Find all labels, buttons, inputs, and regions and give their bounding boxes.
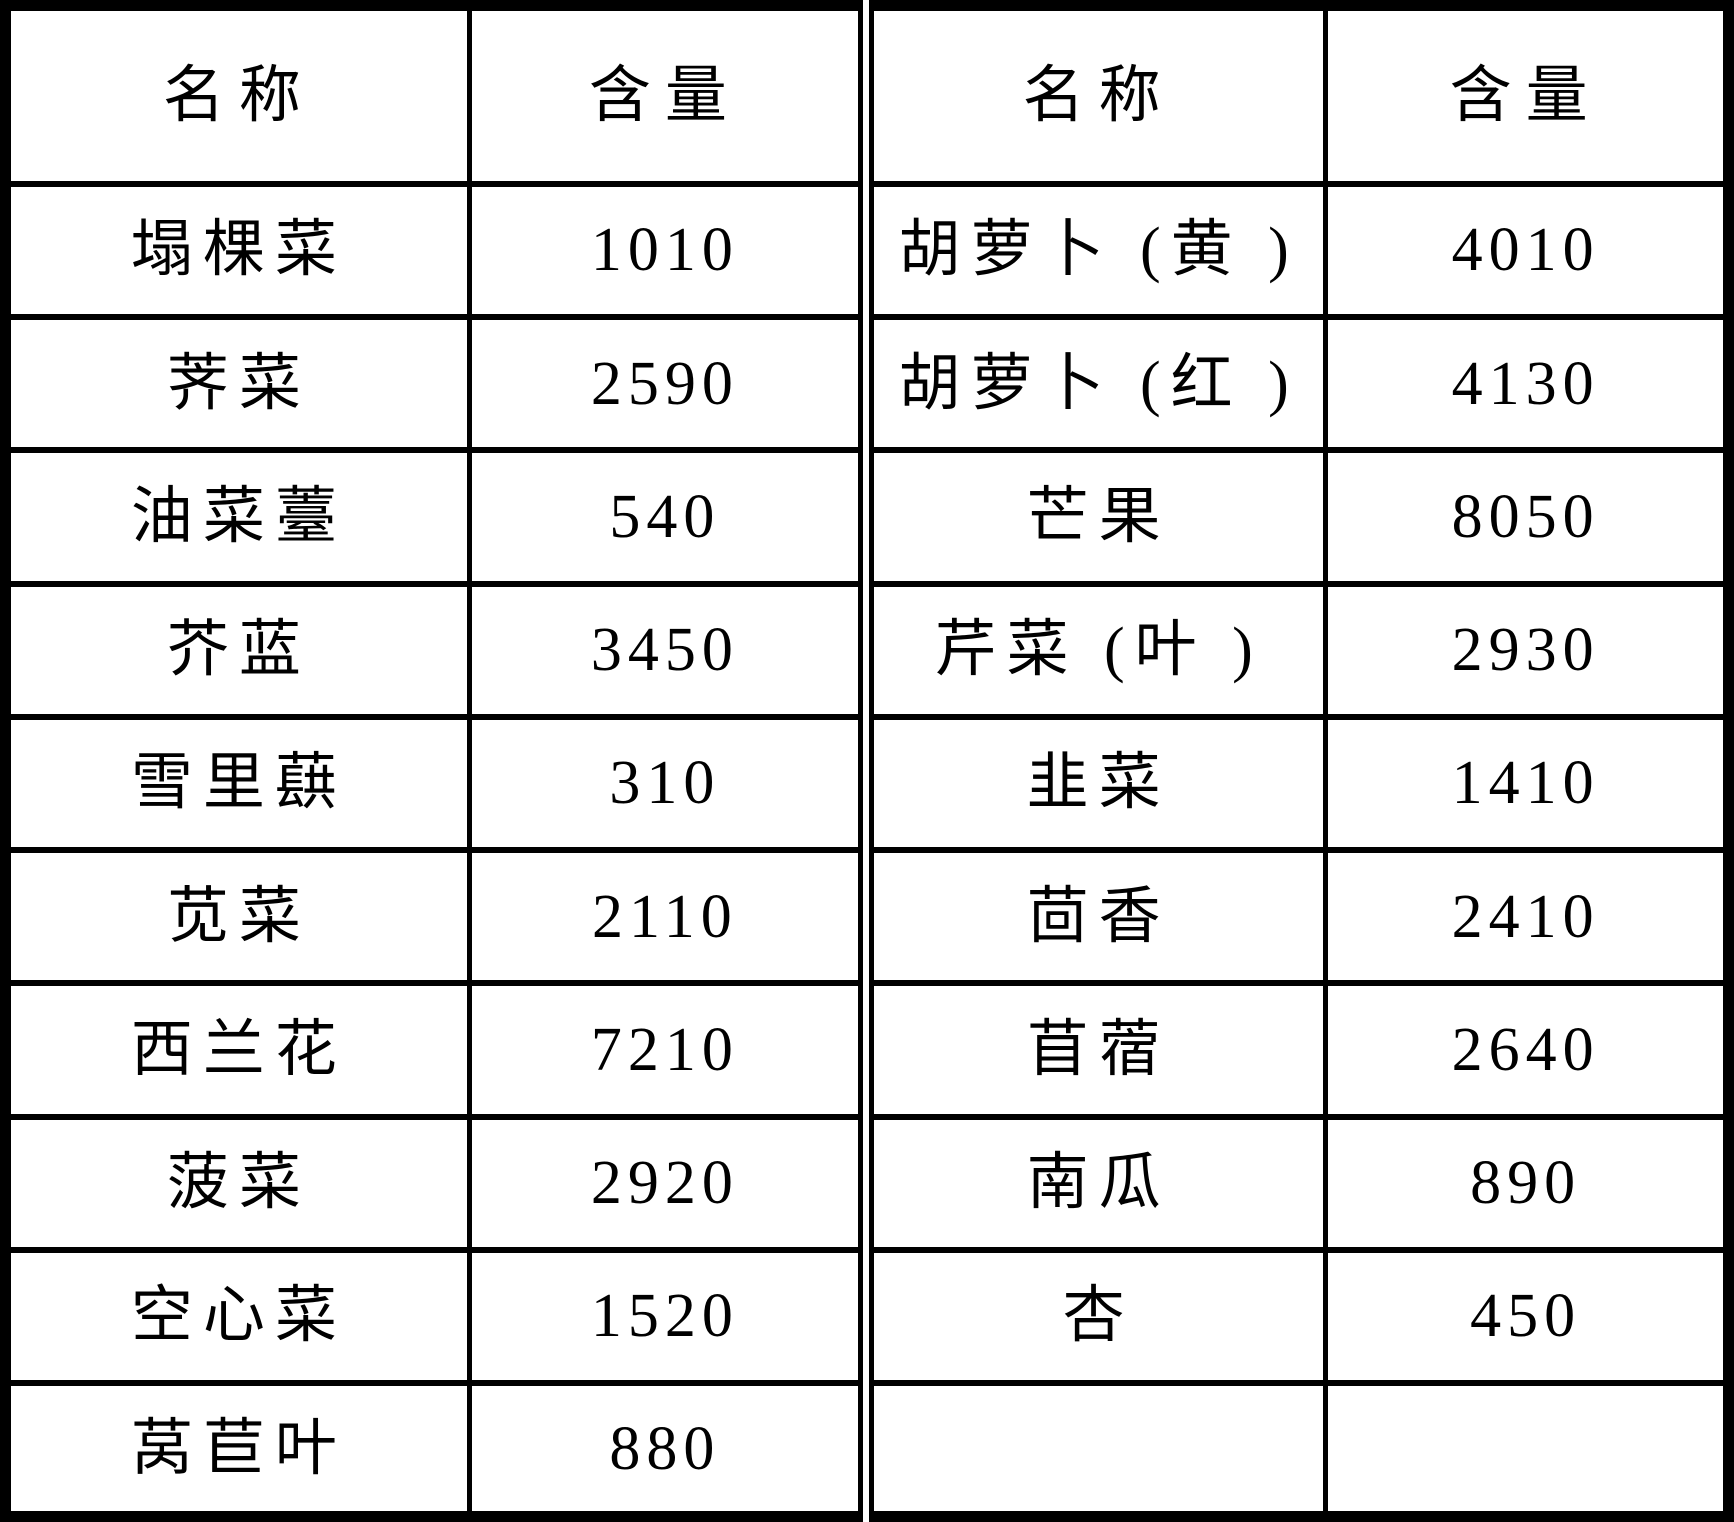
name-cell: 雪里蕻 — [3, 713, 472, 854]
table-row: 芥蓝 3450 芹菜 (叶 ) 2930 — [3, 580, 1731, 720]
table-row: 莴苣叶 880 — [3, 1380, 1731, 1520]
name-cell: 苜蓿 — [857, 980, 1329, 1120]
value-cell: 1410 — [1323, 713, 1731, 854]
name-cell: 莴苣叶 — [3, 1380, 472, 1520]
header-value-right: 含量 — [1323, 2, 1731, 187]
name-cell: 油菜薹 — [3, 447, 472, 587]
value-cell: 8050 — [1323, 447, 1731, 587]
table-header-row: 名称 含量 名称 含量 — [3, 2, 1731, 187]
name-cell: 苋菜 — [3, 847, 472, 987]
name-cell: 西兰花 — [3, 980, 472, 1120]
value-cell: 4010 — [1323, 180, 1731, 321]
name-cell: 芥蓝 — [3, 580, 472, 720]
value-cell: 880 — [466, 1380, 869, 1520]
name-cell: 茴香 — [857, 847, 1329, 987]
name-cell: 韭菜 — [857, 713, 1329, 854]
value-cell: 2930 — [1323, 580, 1731, 720]
name-cell: 胡萝卜 (黄 ) — [857, 180, 1329, 321]
name-cell: 空心菜 — [3, 1246, 472, 1387]
name-cell: 南瓜 — [857, 1113, 1329, 1253]
name-cell: 胡萝卜 (红 ) — [857, 314, 1329, 454]
empty-cell — [1323, 1380, 1731, 1520]
table-row: 西兰花 7210 苜蓿 2640 — [3, 980, 1731, 1120]
name-cell: 芹菜 (叶 ) — [857, 580, 1329, 720]
table-row: 苋菜 2110 茴香 2410 — [3, 847, 1731, 987]
value-cell: 2110 — [466, 847, 869, 987]
value-cell: 310 — [466, 713, 869, 854]
header-name-left: 名称 — [3, 2, 472, 187]
table-row: 荠菜 2590 胡萝卜 (红 ) 4130 — [3, 314, 1731, 454]
value-cell: 1010 — [466, 180, 869, 321]
table-row: 油菜薹 540 芒果 8050 — [3, 447, 1731, 587]
name-cell: 杏 — [857, 1246, 1329, 1387]
empty-cell — [857, 1380, 1329, 1520]
value-cell: 2920 — [466, 1113, 869, 1253]
table-row: 菠菜 2920 南瓜 890 — [3, 1113, 1731, 1253]
value-cell: 4130 — [1323, 314, 1731, 454]
value-cell: 3450 — [466, 580, 869, 720]
name-cell: 芒果 — [857, 447, 1329, 587]
value-cell: 2410 — [1323, 847, 1731, 987]
value-cell: 1520 — [466, 1246, 869, 1387]
header-name-right: 名称 — [857, 2, 1329, 187]
value-cell: 2640 — [1323, 980, 1731, 1120]
value-cell: 890 — [1323, 1113, 1731, 1253]
header-value-left: 含量 — [466, 2, 869, 187]
value-cell: 2590 — [466, 314, 869, 454]
table-row: 雪里蕻 310 韭菜 1410 — [3, 713, 1731, 854]
value-cell: 540 — [466, 447, 869, 587]
table-row: 空心菜 1520 杏 450 — [3, 1246, 1731, 1387]
value-cell: 450 — [1323, 1246, 1731, 1387]
name-cell: 荠菜 — [3, 314, 472, 454]
table-row: 塌棵菜 1010 胡萝卜 (黄 ) 4010 — [3, 180, 1731, 321]
name-cell: 菠菜 — [3, 1113, 472, 1253]
value-cell: 7210 — [466, 980, 869, 1120]
name-cell: 塌棵菜 — [3, 180, 472, 321]
